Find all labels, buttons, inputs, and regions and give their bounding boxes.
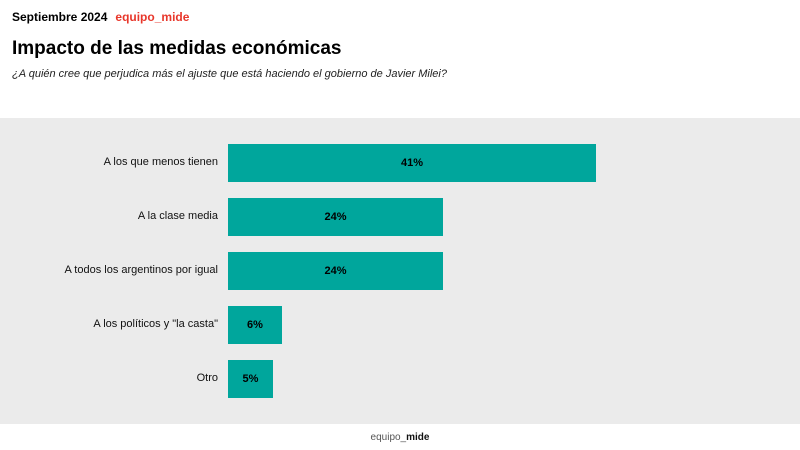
category-label: A los que menos tienen	[103, 156, 218, 169]
footer: equipo_ mide	[0, 424, 800, 450]
category-label: Otro	[196, 372, 218, 385]
bar: 5%	[228, 360, 273, 398]
chart-row: A la clase media 24%	[10, 198, 800, 236]
bar: 41%	[228, 144, 596, 182]
brand-logo: equipo_mide	[115, 10, 190, 24]
header: Septiembre 2024 equipo_mide	[0, 0, 800, 24]
value-label: 41%	[400, 157, 424, 169]
value-label: 24%	[324, 211, 347, 223]
bar: 24%	[228, 252, 443, 290]
chart-area: A los que menos tienen 41% A la clase medi…	[0, 118, 800, 424]
bar: 6%	[228, 306, 282, 344]
category-label: A los políticos y "la casta"	[93, 318, 218, 331]
category-label: A todos los argentinos por igual	[64, 264, 219, 277]
value-label: 5%	[242, 373, 259, 385]
chart-question: ¿A quién cree que perjudica más el ajust…	[12, 68, 447, 80]
report-date: Septiembre 2024	[12, 10, 108, 24]
chart-row: A los políticos y "la casta" 6%	[10, 306, 800, 344]
chart-row: A los que menos tienen 41%	[10, 144, 800, 182]
value-label: 6%	[247, 319, 263, 331]
bar-chart: A los que menos tienen 41% A la clase medi…	[0, 144, 800, 398]
chart-row: Otro 5%	[10, 360, 800, 398]
chart-row: A todos los argentinos por igual 24%	[10, 252, 800, 290]
footer-brand-suffix: mide	[406, 431, 430, 443]
value-label: 24%	[324, 265, 347, 277]
page-title: Impacto de las medidas económicas	[12, 38, 342, 59]
bar: 24%	[228, 198, 443, 236]
category-label: A la clase media	[137, 210, 218, 223]
footer-brand-prefix: equipo_	[370, 431, 407, 443]
